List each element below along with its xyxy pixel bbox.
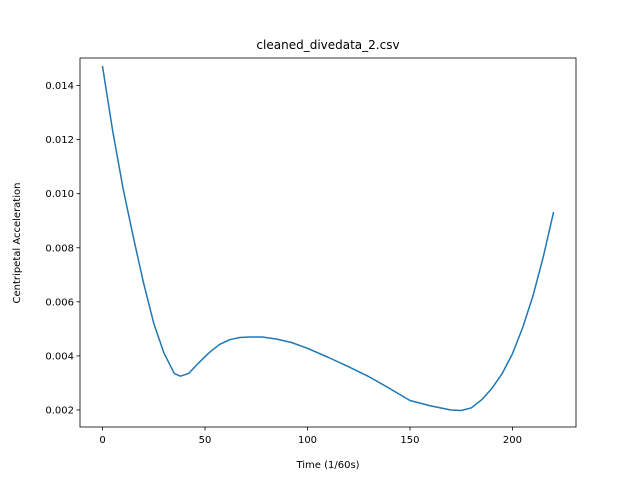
chart-title: cleaned_divedata_2.csv (256, 38, 399, 52)
y-axis: 0.002 0.004 0.006 0.008 0.010 0.012 0.014 (45, 81, 80, 416)
y-tick-label: 0.006 (45, 297, 74, 308)
y-tick-label: 0.012 (45, 135, 74, 146)
y-tick-label: 0.008 (45, 243, 74, 254)
x-tick-label: 100 (298, 435, 317, 446)
y-axis-label: Centripetal Acceleration (12, 183, 23, 304)
x-tick-label: 0 (99, 435, 105, 446)
y-tick-label: 0.010 (45, 189, 74, 200)
series-line-0 (101, 65, 555, 412)
x-tick-label: 150 (400, 435, 419, 446)
x-tick-label: 200 (503, 435, 522, 446)
y-tick-label: 0.002 (45, 405, 74, 416)
y-tick-label: 0.004 (45, 351, 74, 362)
x-axis-label: Time (1/60s) (295, 460, 359, 471)
plot-frame (79, 57, 577, 428)
y-tick-label: 0.014 (45, 81, 74, 92)
x-tick-label: 50 (199, 435, 212, 446)
x-axis: 0 50 100 150 200 (99, 427, 522, 446)
plot-area (79, 57, 577, 428)
